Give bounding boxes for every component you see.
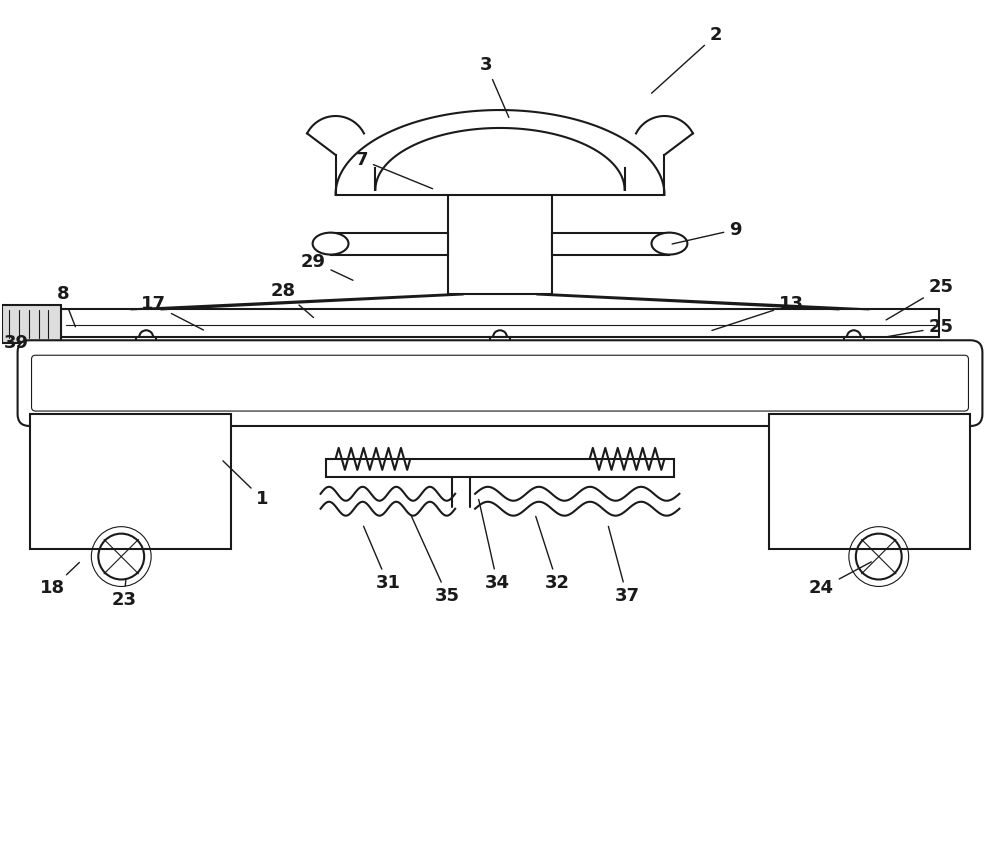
Text: 23: 23	[111, 579, 136, 610]
Bar	[61, 309, 939, 337]
Text: 37: 37	[608, 526, 640, 605]
Text: 28: 28	[271, 283, 314, 318]
Bar	[30, 414, 231, 548]
Text: 7: 7	[355, 151, 433, 188]
Bar	[2, 306, 61, 343]
Text: 25: 25	[886, 318, 954, 337]
Text: 9: 9	[672, 221, 742, 244]
Bar	[331, 233, 448, 255]
Text: 3: 3	[480, 56, 509, 117]
Text: 24: 24	[809, 562, 871, 598]
Text: 8: 8	[56, 285, 75, 327]
Text: 32: 32	[536, 516, 570, 593]
Text: 13: 13	[712, 295, 804, 330]
Bar	[552, 233, 669, 255]
Text: 29: 29	[301, 252, 353, 280]
Text: 31: 31	[364, 526, 400, 593]
Bar	[326, 459, 674, 477]
Text: 25: 25	[886, 278, 954, 320]
Ellipse shape	[652, 233, 687, 255]
FancyBboxPatch shape	[18, 340, 982, 426]
Bar	[448, 194, 552, 295]
Bar	[490, 337, 510, 349]
Bar	[136, 337, 156, 349]
FancyBboxPatch shape	[32, 355, 968, 411]
Text: 17: 17	[141, 295, 203, 330]
Text: 1: 1	[223, 461, 268, 508]
Text: 39: 39	[4, 335, 29, 352]
Bar	[844, 337, 864, 349]
Text: 34: 34	[479, 499, 510, 593]
Text: 2: 2	[652, 26, 722, 93]
Ellipse shape	[313, 233, 348, 255]
Bar	[769, 414, 970, 548]
Text: 18: 18	[40, 563, 79, 598]
Text: 35: 35	[411, 516, 460, 605]
